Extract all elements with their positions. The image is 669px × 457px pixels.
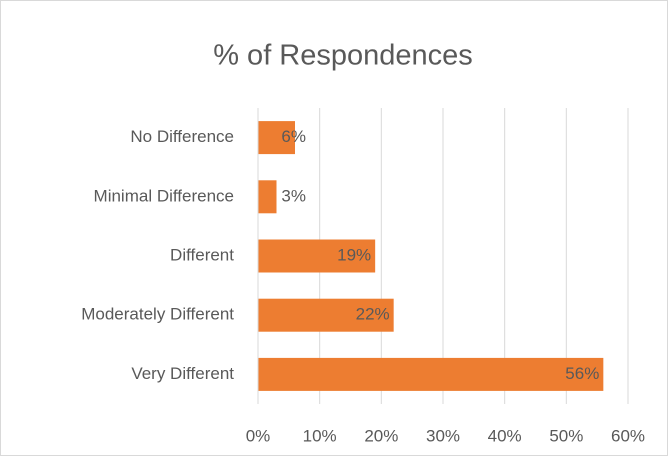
- data-label: 3%: [281, 186, 306, 205]
- x-tick-label: 10%: [303, 426, 337, 445]
- bar: [258, 180, 277, 214]
- data-label: 19%: [337, 245, 371, 264]
- x-tick-label: 50%: [549, 426, 583, 445]
- data-label: 22%: [356, 305, 390, 324]
- x-tick-label: 40%: [488, 426, 522, 445]
- y-tick-label: Very Different: [131, 364, 234, 383]
- bar: [258, 239, 376, 273]
- y-tick-label: Different: [170, 245, 234, 264]
- x-tick-label: 60%: [611, 426, 645, 445]
- bar: [258, 298, 394, 332]
- y-tick-label: No Difference: [130, 127, 234, 146]
- bar: [258, 357, 604, 391]
- data-label: 6%: [281, 127, 306, 146]
- data-label: 56%: [565, 364, 599, 383]
- x-tick-label: 0%: [246, 426, 271, 445]
- bar: [258, 121, 295, 155]
- y-tick-label: Minimal Difference: [94, 186, 234, 205]
- y-tick-label: Moderately Different: [81, 305, 234, 324]
- x-tick-label: 30%: [426, 426, 460, 445]
- chart-title: % of Respondences: [213, 40, 473, 72]
- x-tick-label: 20%: [364, 426, 398, 445]
